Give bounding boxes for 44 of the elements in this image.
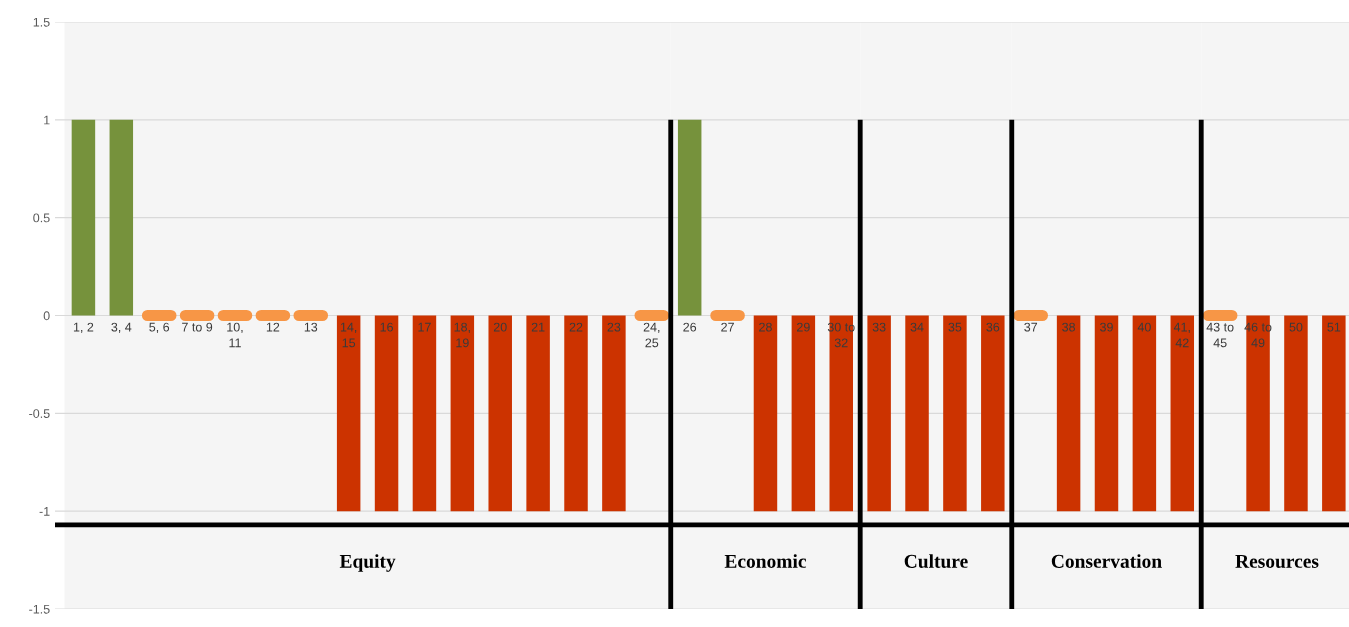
x-tick-label: 43 to 45 [1206,322,1234,348]
x-tick-label: 13 [304,322,318,332]
x-tick-label: 27 [721,322,734,332]
x-tick-label: 23 [607,322,621,332]
x-tick-label: 20 [493,322,507,332]
x-tick-label: 12 [266,322,280,332]
band-label: Conservation [1051,554,1162,568]
y-tick-label: 1 [44,115,50,125]
x-tick-label: 29 [797,322,810,332]
x-tick-label: 26 [683,322,697,332]
x-tick-label: 16 [380,322,393,332]
band-label: Resources [1235,554,1319,568]
x-tick-label: 21 [531,322,545,332]
x-tick-label: 39 [1100,322,1113,332]
x-tick-label: 50 [1289,322,1303,332]
x-tick-label: 33 [872,322,886,332]
band-label: Equity [339,554,396,572]
y-tick-label: 0.5 [33,213,50,223]
y-tick-label: 0 [43,311,50,321]
x-tick-label: 3, 4 [111,322,132,334]
x-tick-label: 1, 2 [73,322,94,334]
x-tick-label: 22 [569,322,583,332]
x-tick-label: 41, 42 [1173,322,1190,348]
y-tick-label: -0.5 [29,409,50,418]
y-tick-label: -1 [39,507,50,516]
x-tick-label: 40 [1137,322,1151,332]
x-tick-label: 34 [910,322,924,332]
x-tick-label: 7 to 9 [182,322,213,332]
x-tick-label: 5, 6 [149,322,170,334]
band-label: Economic [724,554,807,568]
y-tick-label: -1.5 [29,604,50,614]
x-tick-label: 17 [418,322,431,332]
x-tick-label: 38 [1062,322,1076,332]
x-tick-label: 28 [759,322,772,332]
x-tick-label: 35 [948,322,962,332]
x-tick-label: 36 [986,322,1000,332]
y-tick-label: 1.5 [33,17,50,27]
x-tick-label: 37 [1024,322,1038,332]
x-tick-label: 24, 25 [643,322,660,348]
x-tick-label: 10, 11 [227,322,243,348]
x-tick-label: 18, 19 [454,322,470,348]
band-label: Culture [904,554,968,568]
x-tick-label: 51 [1327,322,1341,332]
x-tick-label: 14, 15 [340,322,357,348]
